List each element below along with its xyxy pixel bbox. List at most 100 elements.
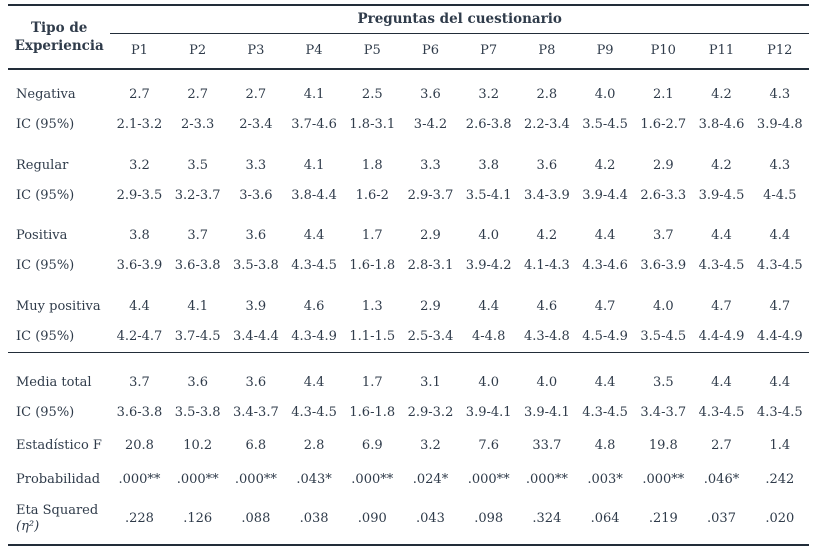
table-cell: 4.3-4.5 [582,405,628,421]
corner-header: Tipo de Experiencia [8,4,111,70]
table-cell: 4.2-4.7 [116,328,163,344]
table-cell: 3.7-4.5 [174,328,221,344]
table-cell: 3.5 [634,352,693,399]
table-cell: 4.8 [594,437,616,453]
table-row: Media total 3.7 3.6 3.6 4.4 1.7 3.1 4.0 4.0 4.4 3.… [8,352,809,399]
table-row: Regular 3.2 3.5 3.3 4.1 1.8 3.3 3.8 3.6 4.2 2.9 4.2… [8,141,809,181]
table-cell: 3.2 [478,87,500,102]
table-cell: 4.3-4.9 [291,328,337,344]
table-cell: .003* [587,471,623,487]
table-cell: .037 [692,497,751,546]
table-cell: 3.6 [168,352,227,399]
column-header-row: P1 P2 P3 P4 P5 P6 P7 P8 P9 P10 P11 P12 [8,33,809,70]
table-cell: 4.3-4.6 [582,258,628,274]
table-cell: 4.2 [536,228,558,243]
table-cell: 3.9-4.1 [524,405,570,421]
table-row: Probabilidad .000** .000** .000** .043* .000*… [8,463,809,497]
column-header: P11 [692,33,751,70]
table-cell: 2.9 [420,298,441,314]
table-row: Estadístico F 20.8 10.2 6.8 2.8 6.9 3.2 7.6 33.7… [8,429,809,463]
results-table: Tipo de Experiencia Preguntas del cuesti… [8,4,809,546]
table-cell: 4.1 [303,87,325,102]
column-header: P4 [284,33,344,70]
table-cell: .000** [642,471,685,487]
table-cell: 4-4.5 [763,187,797,203]
table-cell: 1.6-1.8 [349,258,396,274]
table-cell: 2.5-3.4 [407,328,454,344]
column-header: P3 [226,33,285,70]
table-row: Positiva 3.8 3.7 3.6 4.4 1.7 2.9 4.0 4.2 4.4 3.7 4.… [8,211,809,251]
table-cell: 3.3 [245,157,267,173]
column-header: P8 [517,33,576,70]
table-cell: 4.0 [478,228,500,243]
table-cell: 3.6 [536,157,558,173]
table-cell: 3.2 [420,437,441,453]
table-cell: .242 [765,471,795,487]
column-header: P12 [750,33,809,70]
group-header-row: Tipo de Experiencia Preguntas del cuesti… [8,4,809,70]
column-header: P10 [634,33,693,70]
table-cell: .126 [168,497,227,546]
table-cell: .090 [343,497,402,546]
table-cell: 2.7 [245,87,267,102]
table-cell: 3.8-4.4 [291,187,337,203]
table-cell: .000** [467,471,510,487]
table-cell: 4.4 [129,298,150,314]
table-cell: 1.6-2.7 [640,117,687,133]
table-cell: 2.2-3.4 [524,117,570,133]
table-cell: 3.6-3.9 [640,258,687,274]
table-cell: 3.2-3.7 [174,187,221,203]
table-cell: 1.6-1.8 [349,405,396,421]
row-label-line2: (η²) [16,519,40,535]
table-cell: .000** [234,471,277,487]
table-cell: 3.9-4.5 [698,187,745,203]
table-cell: 4.0 [594,87,616,102]
table-cell: 2.7 [711,437,732,453]
table-row: IC (95%) 4.2-4.7 3.7-4.5 3.4-4.4 4.3-4.9 1.1-… [8,322,809,353]
table-cell: .046* [703,471,740,487]
table-cell: .219 [634,497,693,546]
table-cell: 4.4 [478,298,500,314]
table-cell: 4.1 [303,157,325,173]
table-cell: 2-3.4 [239,117,273,133]
table-row: Negativa 2.7 2.7 2.7 4.1 2.5 3.6 3.2 2.8 4.0 2.1 4.… [8,69,809,110]
table-cell: 4.3 [769,87,791,102]
table-cell: 1.6-2 [355,187,389,203]
row-label: Estadístico F [16,437,102,453]
table-cell: 3.9 [245,298,267,314]
row-label: Negativa [16,87,76,102]
table-cell: 4.7 [594,298,616,314]
column-header: P2 [168,33,227,70]
table-cell: 3.5-3.8 [174,405,221,421]
table-cell: 4.2 [711,157,732,173]
table-cell: 3.1 [401,352,460,399]
table-cell: 6.8 [245,437,267,453]
table-cell: 3.4-4.4 [232,328,279,344]
table-cell: 4.0 [517,352,576,399]
table-cell: 2.6-3.8 [465,117,512,133]
table-cell: 4.4 [750,352,809,399]
table-cell: 3.7-4.6 [291,117,337,133]
table-cell: 2.9 [420,228,441,243]
table-cell: 3.5-4.5 [582,117,628,133]
row-label: IC (95%) [16,328,75,344]
table-row: IC (95%) 2.1-3.2 2-3.3 2-3.4 3.7-4.6 1.8-3.1 3… [8,110,809,140]
table-cell: 2-3.3 [180,117,215,133]
table-cell: 4.4 [284,352,344,399]
table-cell: 4.3-4.5 [291,405,337,421]
row-label: Media total [8,352,111,399]
table-cell: 4.6 [303,298,325,314]
table-row: Muy positiva 4.4 4.1 3.9 4.6 1.3 2.9 4.4 4.6 4.7 4… [8,282,809,322]
row-label: Probabilidad [16,471,101,487]
table-cell: 2.9-3.5 [116,187,163,203]
table-cell: 1.7 [361,228,383,243]
table-row: IC (95%) 3.6-3.9 3.6-3.8 3.5-3.8 4.3-4.5 1.6-… [8,251,809,281]
questions-group-header: Preguntas del cuestionario [110,4,809,34]
table-cell: 3.7 [110,352,169,399]
row-label: Muy positiva [16,298,101,314]
table-cell: 3.4-3.7 [640,405,687,421]
table-cell: 1.7 [343,352,402,399]
table-cell: 2.8 [303,437,325,453]
table-cell: 4.4 [769,228,791,243]
table-cell: .000** [525,471,568,487]
